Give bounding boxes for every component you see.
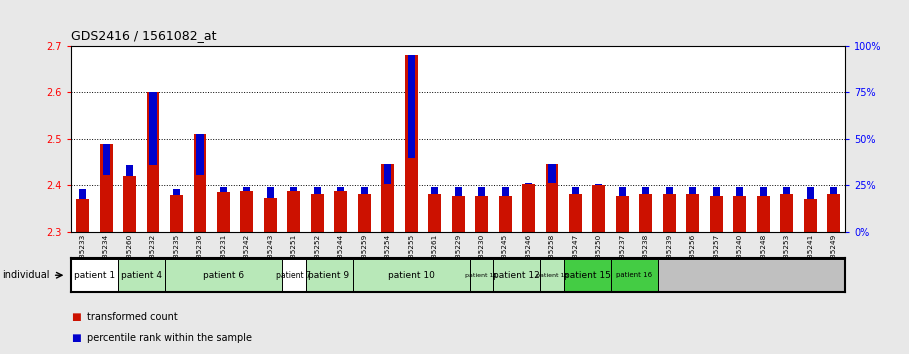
Bar — [639, 194, 653, 232]
Bar — [146, 92, 159, 232]
Bar — [494, 259, 540, 291]
Bar — [502, 187, 509, 196]
Bar — [241, 191, 254, 232]
Bar — [264, 198, 277, 232]
Bar — [736, 187, 744, 196]
Text: patient 15: patient 15 — [564, 271, 611, 280]
Bar — [757, 196, 770, 232]
Bar — [564, 259, 611, 291]
Bar — [616, 196, 629, 232]
Bar — [713, 187, 720, 196]
Bar — [358, 194, 371, 232]
Text: patient 1: patient 1 — [74, 271, 115, 280]
Bar — [76, 199, 89, 232]
Bar — [287, 191, 300, 232]
Bar — [784, 187, 790, 194]
Bar — [170, 195, 183, 232]
Bar — [314, 187, 321, 194]
Bar — [804, 199, 816, 232]
Bar — [545, 165, 558, 232]
Bar — [428, 194, 441, 232]
Text: patient 6: patient 6 — [203, 271, 244, 280]
Bar — [407, 55, 415, 159]
Bar — [540, 259, 564, 291]
Text: ■: ■ — [71, 333, 81, 343]
Bar — [595, 184, 603, 185]
Bar — [79, 189, 86, 199]
Bar — [548, 165, 555, 183]
Bar — [173, 189, 180, 195]
Bar — [196, 134, 204, 175]
Bar — [126, 165, 133, 176]
Bar — [337, 187, 345, 191]
Text: patient 11: patient 11 — [465, 273, 498, 278]
Bar — [71, 259, 118, 291]
Bar — [830, 187, 837, 194]
Bar — [381, 165, 395, 232]
Bar — [194, 134, 206, 232]
Bar — [361, 187, 368, 194]
Bar — [611, 259, 657, 291]
Text: patient 13: patient 13 — [535, 273, 568, 278]
Bar — [123, 176, 136, 232]
Bar — [593, 185, 605, 232]
Bar — [572, 187, 579, 194]
Bar — [220, 187, 227, 192]
Bar — [103, 144, 110, 175]
Bar — [470, 259, 494, 291]
Bar — [780, 194, 794, 232]
Bar — [806, 187, 814, 199]
Bar — [118, 259, 165, 291]
Text: patient 4: patient 4 — [121, 271, 162, 280]
Text: patient 12: patient 12 — [494, 271, 540, 280]
Bar — [311, 194, 324, 232]
Bar — [149, 92, 156, 165]
Bar — [827, 194, 840, 232]
Bar — [686, 194, 699, 232]
Bar — [710, 196, 723, 232]
Bar — [305, 259, 353, 291]
Bar — [385, 165, 391, 184]
Text: patient 16: patient 16 — [616, 272, 653, 278]
Bar — [657, 259, 845, 291]
Bar — [525, 183, 532, 184]
Bar — [522, 184, 535, 232]
Bar — [663, 194, 675, 232]
Text: patient 7: patient 7 — [276, 271, 311, 280]
Bar — [100, 144, 113, 232]
Bar — [290, 187, 297, 191]
Text: transformed count: transformed count — [87, 312, 178, 322]
Bar — [499, 196, 512, 232]
Bar — [734, 196, 746, 232]
Bar — [643, 187, 649, 194]
Bar — [619, 187, 626, 196]
Text: patient 10: patient 10 — [388, 271, 435, 280]
Bar — [244, 187, 251, 191]
Text: GDS2416 / 1561082_at: GDS2416 / 1561082_at — [71, 29, 216, 42]
Bar — [431, 187, 438, 194]
Bar — [335, 191, 347, 232]
Bar — [217, 192, 230, 232]
Text: percentile rank within the sample: percentile rank within the sample — [87, 333, 253, 343]
Bar — [282, 259, 305, 291]
Bar — [689, 187, 696, 194]
Text: individual: individual — [2, 270, 49, 280]
Text: patient 9: patient 9 — [308, 271, 350, 280]
Text: ■: ■ — [71, 312, 81, 322]
Bar — [165, 259, 282, 291]
Bar — [475, 196, 488, 232]
Bar — [665, 187, 673, 194]
Bar — [405, 55, 417, 232]
Bar — [353, 259, 470, 291]
Bar — [267, 187, 274, 199]
Bar — [452, 196, 464, 232]
Bar — [569, 194, 582, 232]
Bar — [454, 187, 462, 196]
Bar — [478, 187, 485, 196]
Bar — [760, 187, 767, 196]
